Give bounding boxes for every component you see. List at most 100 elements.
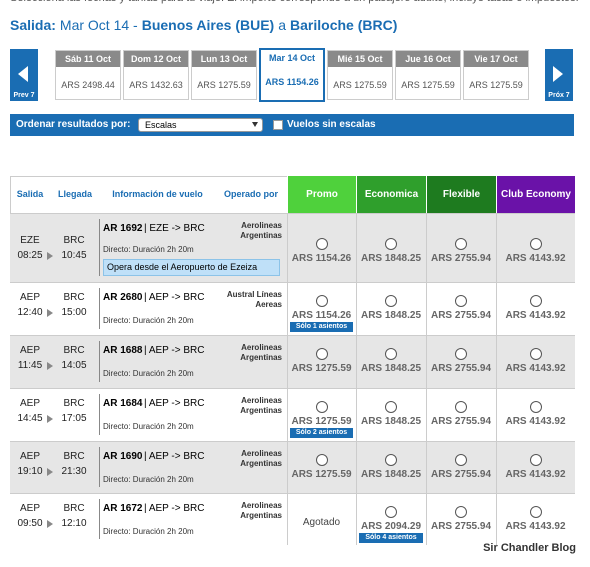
date-day: Dom 12 Oct xyxy=(124,51,188,67)
date-card[interactable]: Dom 12 Oct ARS 1432.63 xyxy=(123,50,189,100)
fare-cell-border xyxy=(287,335,288,388)
fare-price: ARS 1154.26 xyxy=(291,253,352,264)
fare-cell-border xyxy=(287,493,288,545)
fare-radio[interactable] xyxy=(385,401,397,413)
duration: Directo: Duración 2h 20m xyxy=(103,475,194,484)
fare-cell-border xyxy=(496,282,497,335)
fare-radio[interactable] xyxy=(529,348,542,360)
fare-radio[interactable] xyxy=(455,238,467,250)
arr-airport: BRC xyxy=(63,451,85,462)
info-divider xyxy=(99,394,100,435)
flight-route: | AEP -> BRC xyxy=(144,451,205,462)
fare-radio[interactable] xyxy=(385,295,397,307)
arr-time: 21:30 xyxy=(61,466,87,477)
info-divider xyxy=(99,288,100,329)
fare-radio[interactable] xyxy=(385,348,397,360)
fare-price: ARS 4143.92 xyxy=(505,363,566,374)
date-price: ARS 1275.59 xyxy=(333,80,387,90)
date-price: ARS 1275.59 xyxy=(469,80,523,90)
arr-airport: BRC xyxy=(63,345,85,356)
date-day: Mié 15 Oct xyxy=(328,51,392,67)
fare-radio[interactable] xyxy=(315,238,328,250)
select-caret xyxy=(252,122,258,127)
fare-radio[interactable] xyxy=(315,401,328,413)
fare-radio[interactable] xyxy=(455,348,467,360)
arr-airport: BRC xyxy=(63,235,85,246)
flight-number: AR 1688 xyxy=(103,345,143,356)
dep-time: 11:45 xyxy=(17,360,43,371)
operator: Aerolineas Argentinas xyxy=(240,396,282,415)
arr-time: 12:10 xyxy=(61,518,87,529)
column-header: Llegada xyxy=(57,189,92,199)
arr-time: 17:05 xyxy=(61,413,87,424)
fare-cell-border xyxy=(426,493,427,545)
fare-price: ARS 1848.25 xyxy=(360,363,422,374)
fare-radio[interactable] xyxy=(455,295,467,307)
date-card[interactable]: Mié 15 Oct ARS 1275.59 xyxy=(327,50,393,100)
fare-price: ARS 1275.59 xyxy=(291,363,352,374)
fare-radio[interactable] xyxy=(529,454,542,466)
fare-cell-border xyxy=(287,282,288,335)
fare-radio[interactable] xyxy=(455,506,467,518)
date-card[interactable]: Jue 16 Oct ARS 1275.59 xyxy=(395,50,461,100)
fare-radio[interactable] xyxy=(529,401,542,413)
info-divider xyxy=(99,341,100,382)
dep-airport: AEP xyxy=(19,292,40,303)
row xyxy=(10,335,575,388)
duration: Directo: Duración 2h 20m xyxy=(103,527,194,536)
operator: Aerolineas Argentinas xyxy=(240,221,282,240)
fare-radio[interactable] xyxy=(529,295,542,307)
duration: Directo: Duración 2h 20m xyxy=(103,422,194,431)
fare-radio[interactable] xyxy=(529,506,542,518)
fare-price: ARS 2755.94 xyxy=(430,521,492,532)
seats-tag: Sólo 2 asientos xyxy=(290,428,353,438)
fare-cell-border xyxy=(356,493,357,545)
fare-radio[interactable] xyxy=(385,454,397,466)
checkbox[interactable] xyxy=(273,120,283,130)
date-day: Lun 13 Oct xyxy=(192,51,256,67)
fare-cell-border xyxy=(356,335,357,388)
fare-price: ARS 1848.25 xyxy=(360,469,422,480)
operator: Aerolineas Argentinas xyxy=(240,449,282,468)
dep-time: 12:40 xyxy=(17,307,43,318)
fare-radio[interactable] xyxy=(455,401,467,413)
flight-number: AR 2680 xyxy=(103,292,143,303)
fare-radio[interactable] xyxy=(385,238,397,250)
arrow-icon xyxy=(47,468,53,476)
nav-button[interactable]: Prev 7 xyxy=(10,49,38,101)
flight-number: AR 1672 xyxy=(103,503,143,514)
sort-select[interactable]: Escalas xyxy=(138,118,263,132)
fare-cell-border xyxy=(496,441,497,493)
fare-price: ARS 2755.94 xyxy=(430,469,492,480)
flight-number: AR 1684 xyxy=(103,398,143,409)
fare-price: ARS 4143.92 xyxy=(505,416,566,427)
dep-time: 14:45 xyxy=(17,413,43,424)
flight-route: | AEP -> BRC xyxy=(144,503,205,514)
fare-radio[interactable] xyxy=(385,506,397,518)
fare-cell-border xyxy=(426,441,427,493)
fare-radio[interactable] xyxy=(315,348,328,360)
duration: Directo: Duración 2h 20m xyxy=(103,245,194,254)
date-card[interactable]: Lun 13 Oct ARS 1275.59 xyxy=(191,50,257,100)
fare-cell-border xyxy=(356,388,357,441)
operator: Austral Líneas Aereas xyxy=(226,290,282,309)
fare-radio[interactable] xyxy=(315,295,328,307)
fare-price: ARS 4143.92 xyxy=(505,521,566,532)
fare-price: ARS 2755.94 xyxy=(430,416,492,427)
dep-airport: AEP xyxy=(19,503,40,514)
arrow-icon xyxy=(47,415,53,423)
date-card[interactable]: Vie 17 Oct ARS 1275.59 xyxy=(463,50,529,100)
date-day: Sáb 11 Oct xyxy=(56,51,120,67)
fare-price: ARS 1848.25 xyxy=(360,253,422,264)
arrow-icon xyxy=(47,252,53,260)
date-card[interactable]: Sáb 11 Oct ARS 2498.44 xyxy=(55,50,121,100)
fare-cell-border xyxy=(287,213,288,282)
nav-button[interactable]: Próx 7 xyxy=(545,49,573,101)
fare-radio[interactable] xyxy=(455,454,467,466)
flight-number: AR 1690 xyxy=(103,451,143,462)
fare-radio[interactable] xyxy=(529,238,542,250)
date-card[interactable]: Mar 14 Oct ARS 1154.26 xyxy=(259,48,325,102)
title-date: Mar Oct 14 - xyxy=(59,17,138,33)
fare-radio[interactable] xyxy=(315,454,328,466)
